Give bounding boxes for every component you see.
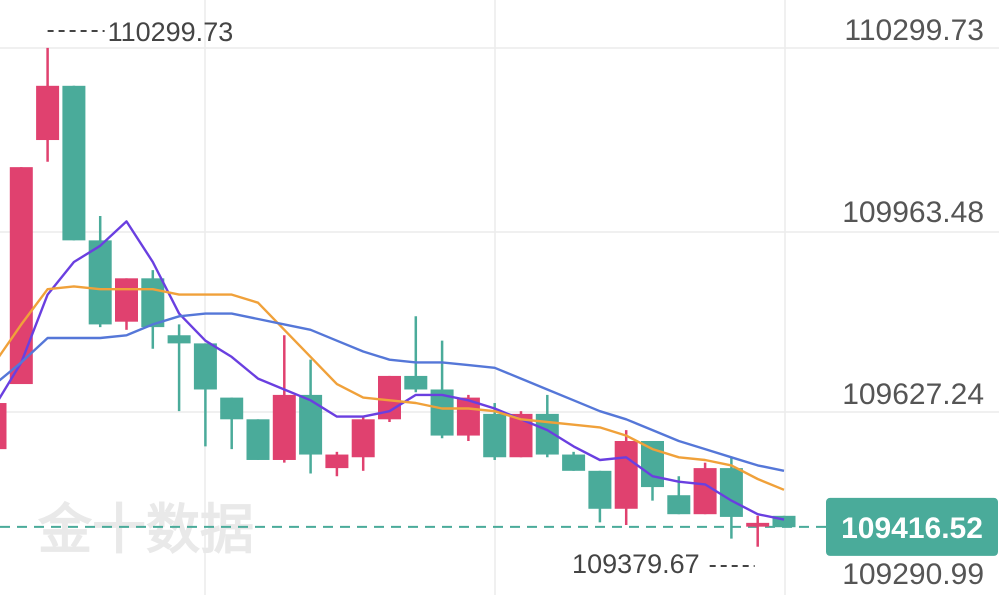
moving-averages [0, 220, 785, 521]
candle-body [193, 343, 217, 390]
candle-body [483, 413, 507, 458]
candle [641, 440, 664, 501]
candle-body [62, 85, 86, 241]
candle-body [115, 278, 138, 322]
candle-body [36, 85, 60, 141]
candle [220, 397, 244, 450]
candle [746, 515, 770, 547]
candle [0, 403, 7, 450]
current-price-box [826, 497, 998, 556]
candle [483, 403, 507, 460]
candle [325, 451, 349, 477]
ma-line [0, 220, 785, 521]
candle [246, 419, 270, 460]
candle-body [88, 240, 112, 325]
candle [299, 359, 323, 474]
candle [430, 340, 454, 439]
candle-body [272, 394, 296, 460]
candle-body [404, 375, 428, 390]
candle-body [746, 522, 770, 527]
candle-body [772, 515, 796, 528]
candle-body [456, 397, 480, 436]
candle-body [325, 454, 349, 469]
candle [588, 470, 612, 523]
price-axis-label: 110299.73 [844, 14, 984, 47]
candle-body [535, 413, 559, 455]
low-annotation: 109379.67 [572, 549, 755, 579]
candle [535, 394, 559, 458]
ma-line [0, 285, 785, 491]
candles [0, 47, 796, 547]
candle [272, 335, 296, 463]
ma-line [0, 312, 785, 472]
current-price-label: 109416.52 [841, 512, 983, 545]
price-axis: 110299.73 109963.48 109627.24 109290.99 [842, 14, 984, 591]
candle-body [430, 389, 454, 436]
price-axis-label: 109290.99 [842, 558, 984, 591]
candle [456, 394, 480, 441]
candle [9, 167, 33, 385]
candle [614, 430, 638, 526]
candle [115, 278, 138, 330]
candle [88, 215, 112, 328]
candle [193, 343, 217, 447]
candle-body [246, 419, 270, 460]
candle [141, 270, 165, 349]
candle [62, 85, 86, 241]
candle-body [719, 468, 743, 517]
low-annotation-label: 109379.67 [572, 549, 700, 579]
candle-body [167, 335, 191, 344]
high-annotation-label: 110299.73 [108, 17, 234, 47]
candle-body [351, 419, 375, 458]
candle-body [588, 470, 612, 509]
candle-body [9, 167, 33, 385]
candle-body [614, 440, 638, 509]
candle-body [141, 278, 165, 328]
candle-body [562, 454, 586, 471]
candle-body [509, 413, 533, 458]
price-axis-label: 109963.48 [842, 196, 984, 229]
watermark: 金十数据 [37, 498, 254, 561]
candle-body [220, 397, 244, 420]
candle-body [641, 440, 664, 488]
price-axis-label: 109627.24 [842, 378, 984, 411]
candle-body [0, 403, 7, 450]
current-price-tag: 109416.52 [826, 497, 998, 556]
candle-body [667, 495, 691, 515]
candle [772, 515, 796, 528]
candle-body [693, 468, 717, 515]
candle [351, 416, 375, 471]
candle [562, 451, 586, 471]
candle-body [299, 394, 323, 455]
candle [404, 316, 428, 393]
high-annotation: 110299.73 [47, 17, 234, 47]
candle [167, 324, 191, 412]
watermark-text: 金十数据 [37, 498, 254, 561]
candle [693, 462, 717, 515]
candle [36, 47, 60, 162]
